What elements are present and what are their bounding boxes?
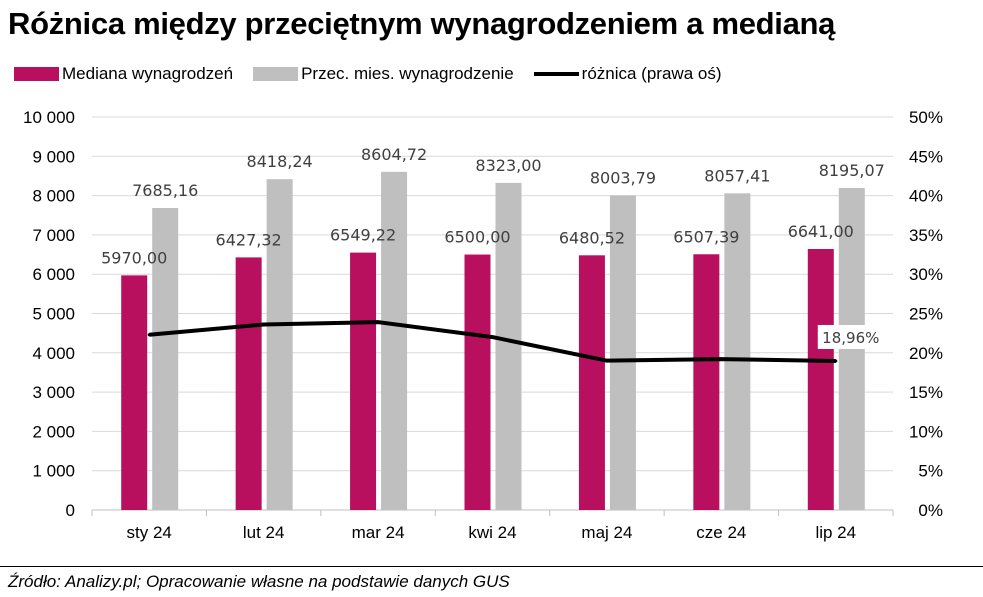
x-tick-label: mar 24 xyxy=(352,523,405,542)
y-left-tick-label: 5 000 xyxy=(32,305,75,324)
bar-average xyxy=(724,193,751,510)
data-label-median: 6480,52 xyxy=(559,228,625,247)
legend-label-difference: różnica (prawa oś) xyxy=(581,64,722,83)
legend-item-difference: różnica (prawa oś) xyxy=(533,64,722,84)
x-tick-label: maj 24 xyxy=(581,523,632,542)
y-right-tick-label: 40% xyxy=(909,187,943,206)
y-right-tick-label: 30% xyxy=(909,265,943,284)
y-left-tick-label: 8 000 xyxy=(32,187,75,206)
data-label-median: 6549,22 xyxy=(330,226,396,245)
bar-median xyxy=(350,252,377,510)
x-tick-label: sty 24 xyxy=(127,523,172,542)
y-left-tick-label: 10 000 xyxy=(23,108,75,127)
data-label-average: 8604,72 xyxy=(361,145,427,164)
legend-swatch-difference xyxy=(533,72,579,76)
data-label-average: 7685,16 xyxy=(132,181,198,200)
bar-median xyxy=(578,255,605,510)
line-point-difference xyxy=(491,335,494,339)
line-point-difference xyxy=(376,320,380,324)
y-left-tick-label: 2 000 xyxy=(32,422,75,441)
y-right-tick-label: 35% xyxy=(909,226,943,245)
y-right-tick-label: 0% xyxy=(918,501,943,520)
y-left-tick-label: 7 000 xyxy=(32,226,75,245)
y-right-tick-label: 25% xyxy=(909,305,943,324)
data-label-average: 8057,41 xyxy=(704,166,770,185)
legend-label-median: Mediana wynagrodzeń xyxy=(62,64,234,83)
y-left-tick-label: 0 xyxy=(66,501,75,520)
data-label-average: 8418,24 xyxy=(247,152,313,171)
data-label-median: 6427,32 xyxy=(216,230,282,249)
line-point-difference xyxy=(834,359,838,363)
y-left-tick-label: 6 000 xyxy=(32,265,75,284)
x-tick-label: cze 24 xyxy=(696,523,746,542)
y-left-tick-label: 9 000 xyxy=(32,147,75,166)
y-right-tick-label: 15% xyxy=(909,383,943,402)
x-tick-label: lip 24 xyxy=(815,523,856,542)
y-left-tick-label: 4 000 xyxy=(32,344,75,363)
legend-item-average: Przec. mies. wynagrodzenie xyxy=(253,64,514,84)
data-label-median: 6507,39 xyxy=(673,227,739,246)
y-left-tick-label: 1 000 xyxy=(32,462,75,481)
bar-median xyxy=(121,275,148,510)
legend-swatch-median xyxy=(14,67,59,81)
line-point-difference xyxy=(147,333,151,337)
data-label-median: 6500,00 xyxy=(444,228,510,247)
bar-median xyxy=(807,249,834,510)
line-point-difference xyxy=(605,359,609,363)
x-tick-label: kwi 24 xyxy=(468,523,516,542)
line-point-difference xyxy=(262,323,266,327)
bar-median xyxy=(464,254,491,510)
legend-swatch-average xyxy=(253,67,299,81)
data-label-median: 6641,00 xyxy=(788,222,854,241)
footer-divider xyxy=(0,566,983,567)
y-right-tick-label: 10% xyxy=(909,422,943,441)
bar-average xyxy=(152,207,179,510)
y-right-tick-label: 20% xyxy=(909,344,943,363)
legend-label-average: Przec. mies. wynagrodzenie xyxy=(301,64,514,83)
y-right-tick-label: 45% xyxy=(909,147,943,166)
y-right-tick-label: 5% xyxy=(918,462,943,481)
data-label-average: 8323,00 xyxy=(475,156,541,175)
bar-average xyxy=(266,179,293,511)
data-label-median: 5970,00 xyxy=(101,248,167,267)
y-left-tick-label: 3 000 xyxy=(32,383,75,402)
source-note: Źródło: Analizy.pl; Opracowanie własne n… xyxy=(8,572,510,591)
data-label-average: 8003,79 xyxy=(590,168,656,187)
data-label-difference: 18,96% xyxy=(822,329,879,347)
chart-title: Różnica między przeciętnym wynagrodzenie… xyxy=(8,6,836,41)
bar-median xyxy=(693,254,720,510)
y-right-tick-label: 50% xyxy=(909,108,943,127)
bar-average xyxy=(495,182,522,510)
bar-average xyxy=(609,195,636,510)
bar-median xyxy=(235,257,262,510)
data-label-difference-bg xyxy=(817,324,884,349)
legend-item-median: Mediana wynagrodzeń xyxy=(14,64,233,84)
chart-legend: Mediana wynagrodzeń Przec. mies. wynagro… xyxy=(14,63,741,85)
line-point-difference xyxy=(719,357,723,361)
x-tick-label: lut 24 xyxy=(243,523,285,542)
bar-average xyxy=(381,171,408,510)
data-label-average: 8195,07 xyxy=(819,161,885,180)
